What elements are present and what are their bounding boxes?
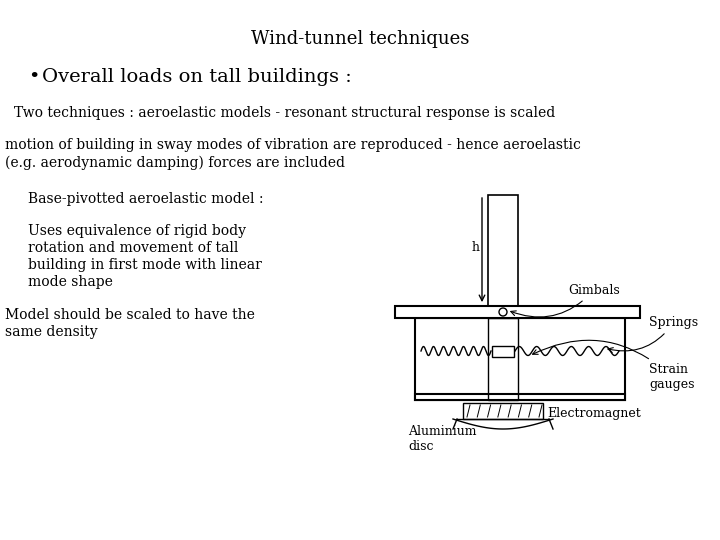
Circle shape	[499, 308, 507, 316]
Bar	[415, 394, 625, 400]
Text: motion of building in sway modes of vibration are reproduced - hence aeroelastic: motion of building in sway modes of vibr…	[5, 138, 581, 152]
Text: rotation and movement of tall: rotation and movement of tall	[28, 241, 238, 255]
Text: h: h	[472, 241, 480, 254]
Text: Aluminium
disc: Aluminium disc	[408, 425, 477, 453]
Text: •: •	[28, 68, 40, 86]
Text: Two techniques : aeroelastic models - resonant structural response is scaled: Two techniques : aeroelastic models - re…	[14, 106, 555, 120]
Text: Wind-tunnel techniques: Wind-tunnel techniques	[251, 30, 469, 48]
Text: Overall loads on tall buildings :: Overall loads on tall buildings :	[42, 68, 352, 86]
Bar	[395, 306, 640, 318]
Bar	[492, 346, 514, 356]
Text: (e.g. aerodynamic damping) forces are included: (e.g. aerodynamic damping) forces are in…	[5, 156, 345, 171]
Text: Springs: Springs	[608, 316, 698, 353]
Bar	[415, 318, 625, 400]
Bar	[488, 195, 518, 310]
Text: same density: same density	[5, 325, 98, 339]
Text: building in first mode with linear: building in first mode with linear	[28, 258, 262, 272]
Bar	[488, 318, 518, 400]
Bar	[463, 403, 543, 419]
Text: mode shape: mode shape	[28, 275, 113, 289]
Text: Model should be scaled to have the: Model should be scaled to have the	[5, 308, 255, 322]
Text: Gimbals: Gimbals	[510, 284, 620, 317]
Text: Base-pivotted aeroelastic model :: Base-pivotted aeroelastic model :	[28, 192, 264, 206]
Text: Electromagnet: Electromagnet	[547, 407, 641, 420]
Text: Strain
gauges: Strain gauges	[533, 340, 695, 391]
Text: Uses equivalence of rigid body: Uses equivalence of rigid body	[28, 224, 246, 238]
